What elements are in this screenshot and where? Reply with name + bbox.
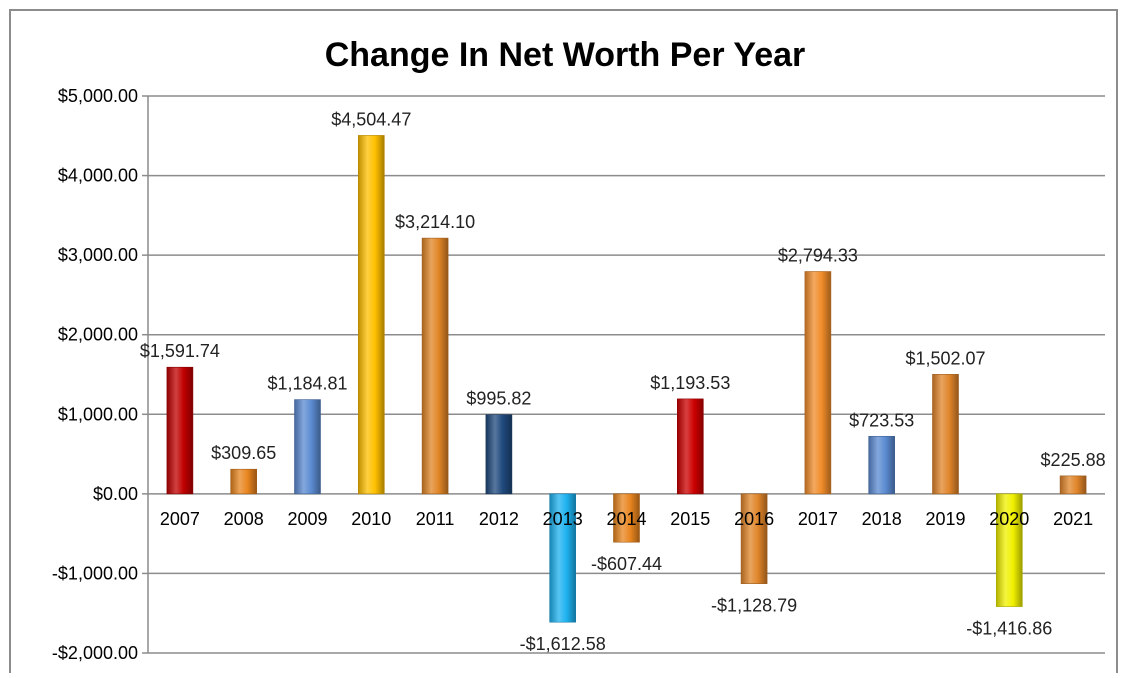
x-axis-labels: 2007 2008 2009 2010 2011 2012 2013 2014 2015 2016… [160, 509, 1093, 529]
data-label: -$1,612.58 [520, 634, 606, 654]
bar-2017 [804, 271, 832, 495]
bar-2021 [1059, 475, 1087, 495]
x-tick-label: 2011 [416, 509, 455, 529]
data-label: $723.53 [849, 410, 914, 430]
y-tick-label: $5,000.00 [58, 86, 138, 106]
bar-2018 [868, 435, 896, 495]
bar-2007 [166, 366, 194, 495]
bar-2016 [740, 493, 768, 584]
bar-2008 [230, 468, 257, 495]
x-tick-label: 2015 [670, 509, 710, 529]
x-tick-label: 2017 [798, 509, 838, 529]
y-tick-label: -$1,000.00 [52, 563, 138, 583]
data-label: $995.82 [466, 389, 531, 409]
x-tick-label: 2009 [287, 509, 327, 529]
x-tick-label: 2020 [989, 509, 1029, 529]
bar-2019 [932, 374, 959, 495]
bar-2009 [294, 399, 321, 495]
y-axis: $5,000.00 $4,000.00 $3,000.00 $2,000.00 $1,0… [52, 86, 149, 663]
bar-2014 [613, 493, 640, 543]
x-tick-label: 2014 [606, 509, 646, 529]
data-label: $2,794.33 [778, 246, 858, 266]
chart-title: Change In Net Worth Per Year [325, 36, 806, 74]
data-label: -$1,416.86 [966, 619, 1052, 639]
bar-2011 [421, 237, 449, 495]
x-tick-label: 2018 [862, 509, 902, 529]
y-tick-label: $1,000.00 [58, 404, 138, 424]
y-tick-label: $0.00 [93, 484, 138, 504]
data-label: -$607.44 [591, 554, 662, 574]
x-tick-label: 2010 [351, 509, 391, 529]
x-tick-label: 2007 [160, 509, 200, 529]
data-label: -$1,128.79 [711, 596, 797, 616]
bar-2015 [676, 398, 704, 495]
x-tick-label: 2016 [734, 509, 774, 529]
bar-2013 [549, 493, 577, 623]
data-labels: $1,591.74 $309.65 $1,184.81 $4,504.47 $3,214… [140, 109, 1106, 654]
x-tick-label: 2021 [1053, 509, 1093, 529]
data-label: $1,184.81 [267, 374, 347, 394]
x-tick-label: 2019 [925, 509, 965, 529]
y-tick-label: -$2,000.00 [52, 643, 138, 663]
data-label: $1,193.53 [650, 373, 730, 393]
bar-2012 [485, 414, 513, 495]
data-label: $1,591.74 [140, 341, 220, 361]
x-tick-label: 2012 [479, 509, 519, 529]
y-tick-label: $3,000.00 [58, 245, 138, 265]
data-label: $309.65 [211, 443, 276, 463]
data-label: $1,502.07 [905, 348, 985, 368]
x-tick-label: 2008 [224, 509, 264, 529]
y-tick-label: $4,000.00 [58, 166, 138, 186]
x-tick-label: 2013 [543, 509, 583, 529]
data-label: $225.88 [1041, 450, 1106, 470]
data-label: $4,504.47 [331, 109, 411, 129]
bars [166, 135, 1087, 623]
bar-2010 [357, 135, 385, 495]
y-tick-label: $2,000.00 [58, 325, 138, 345]
data-label: $3,214.10 [395, 212, 475, 232]
bar-2020 [995, 493, 1023, 607]
